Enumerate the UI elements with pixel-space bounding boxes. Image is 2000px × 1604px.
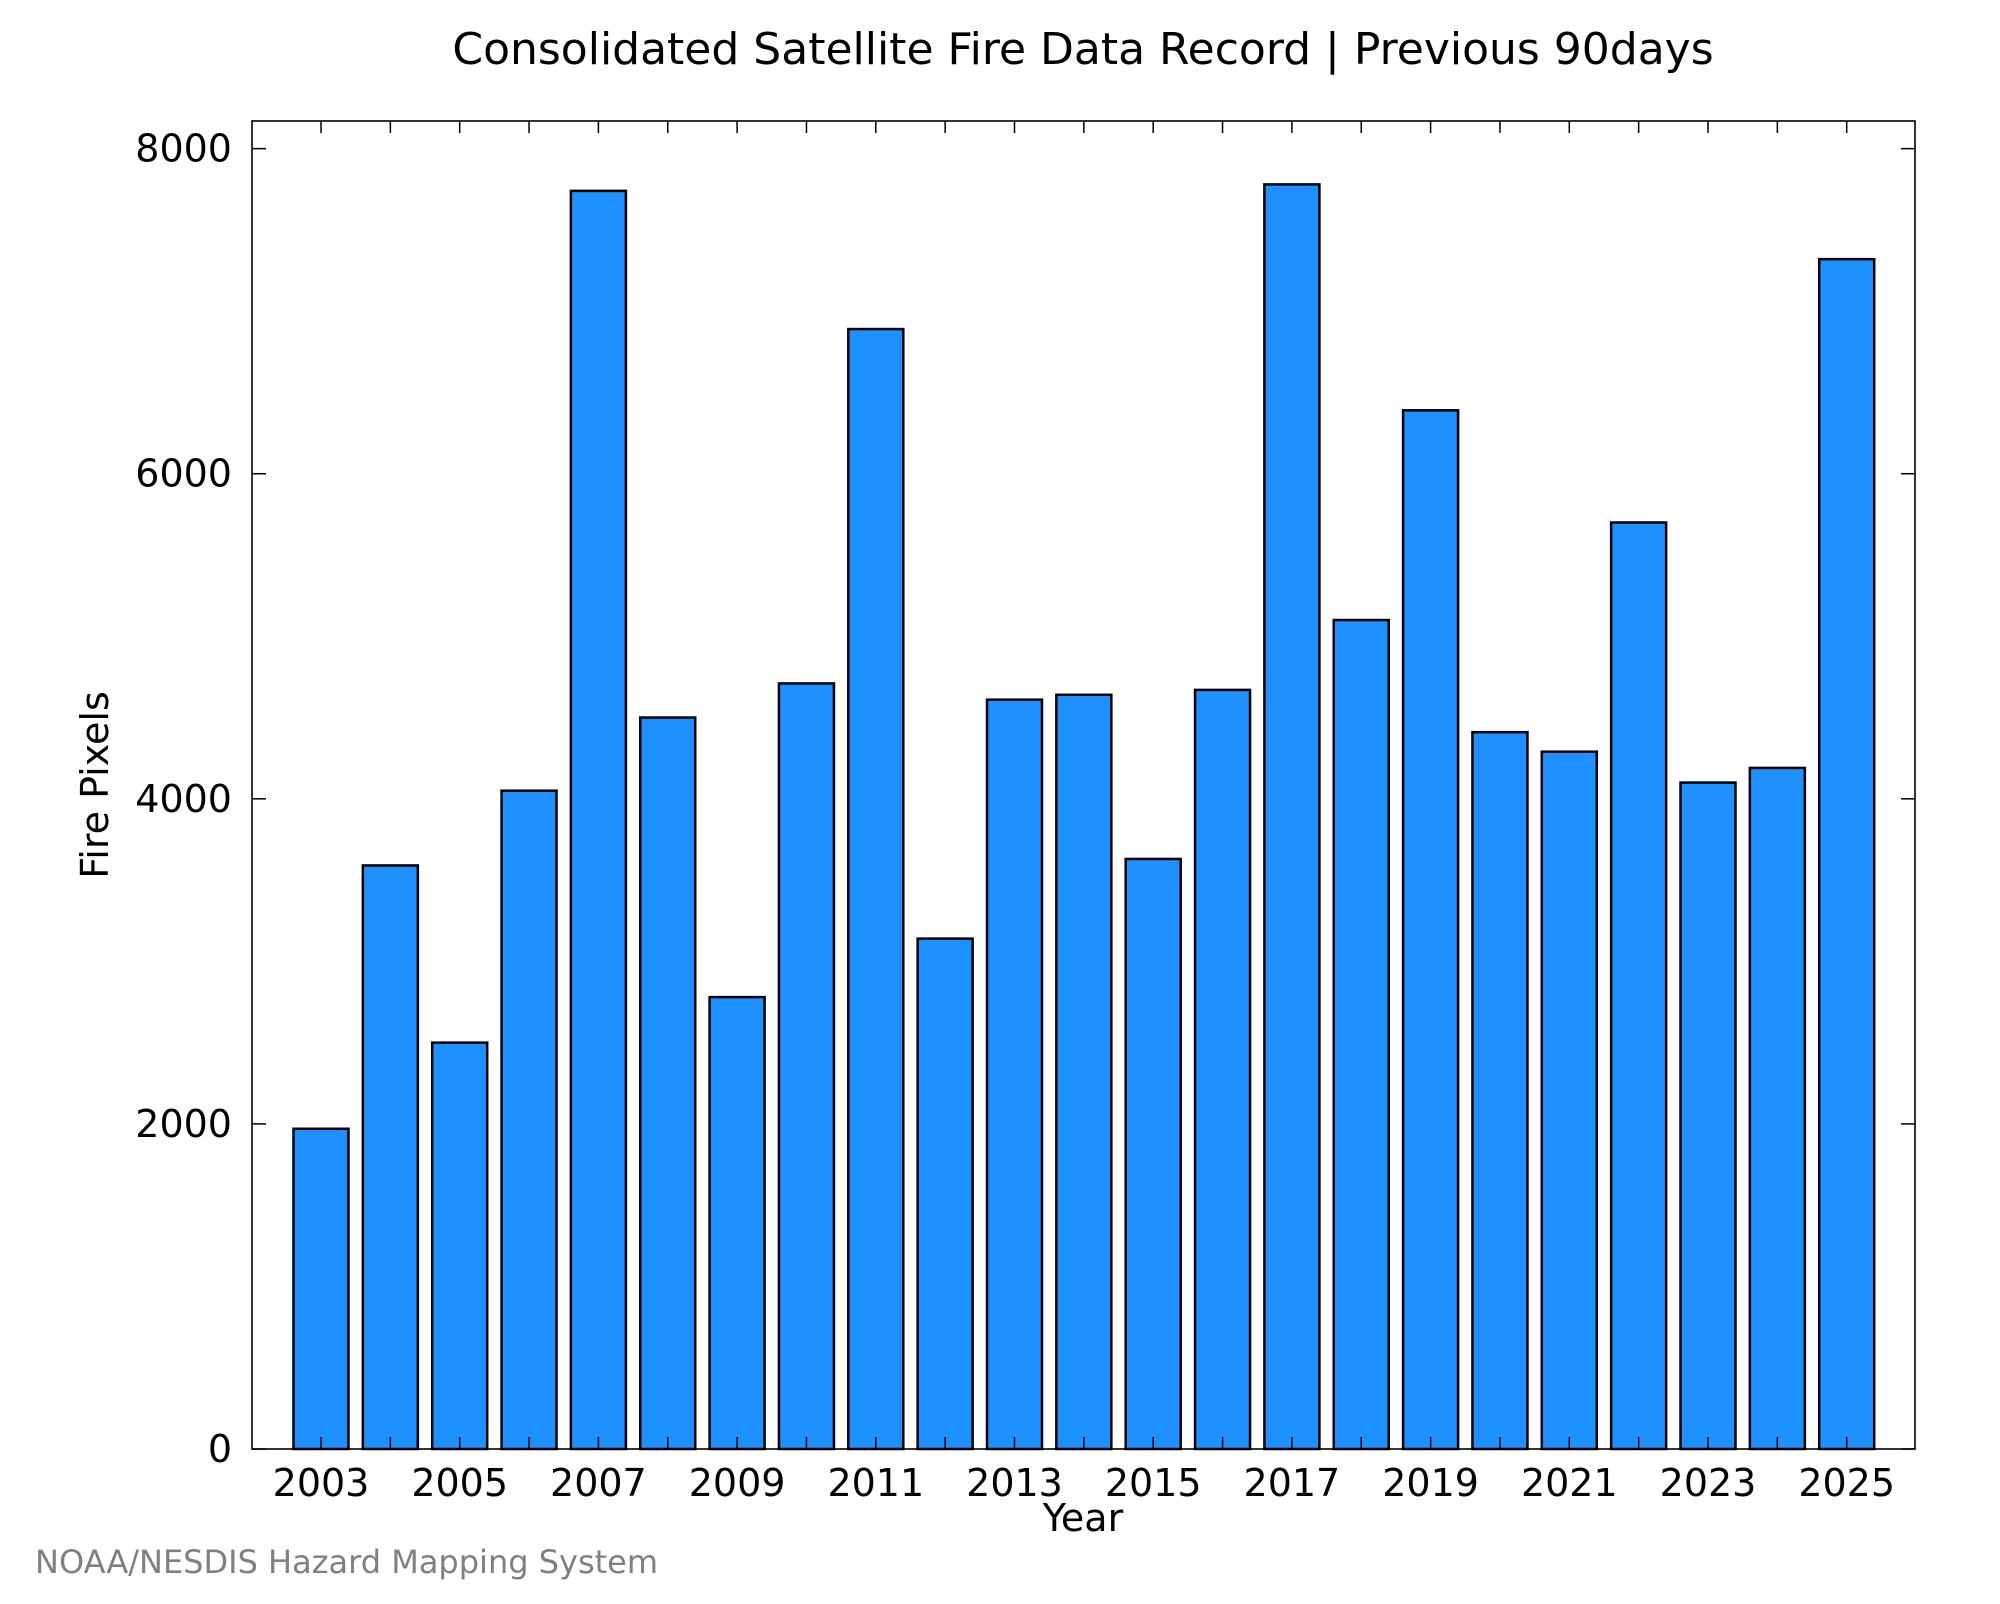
bar-2025 bbox=[1817, 257, 1876, 1451]
x-tick-label-2003: 2003 bbox=[273, 1461, 370, 1505]
x-tick-label-2011: 2011 bbox=[827, 1461, 924, 1505]
y-axis-label: Fire Pixels bbox=[73, 691, 117, 879]
x-tick-label-2021: 2021 bbox=[1521, 1461, 1618, 1505]
bar-2019 bbox=[1401, 409, 1460, 1451]
bar-2009 bbox=[708, 995, 766, 1451]
x-tick-label-2009: 2009 bbox=[689, 1461, 786, 1505]
bar-2008 bbox=[639, 716, 697, 1451]
bar-2003 bbox=[292, 1127, 350, 1451]
ticks-layer: 2003 2005 2007 2009 2011 2013 2015 2017 2019 2021… bbox=[135, 121, 1915, 1505]
x-tick-label-2015: 2015 bbox=[1105, 1461, 1202, 1505]
chart-title: Consolidated Satellite Fire Data Record … bbox=[452, 24, 1713, 75]
bar-2023 bbox=[1679, 781, 1737, 1451]
bar-2007 bbox=[569, 189, 628, 1451]
bar-2022 bbox=[1609, 521, 1668, 1451]
footer-credit: NOAA/NESDIS Hazard Mapping System bbox=[35, 1543, 658, 1581]
y-tick-label-4000: 4000 bbox=[135, 777, 232, 821]
bar-2016 bbox=[1193, 688, 1252, 1451]
y-tick-label-0: 0 bbox=[208, 1427, 232, 1471]
x-tick-label-2017: 2017 bbox=[1244, 1461, 1341, 1505]
x-tick-label-2025: 2025 bbox=[1798, 1461, 1895, 1505]
bar-2014 bbox=[1055, 693, 1113, 1451]
x-tick-label-2005: 2005 bbox=[411, 1461, 508, 1505]
bar-2018 bbox=[1332, 618, 1390, 1451]
bar-2024 bbox=[1748, 766, 1807, 1451]
bar-2020 bbox=[1471, 730, 1529, 1451]
bar-2010 bbox=[777, 682, 836, 1451]
x-tick-label-2013: 2013 bbox=[966, 1461, 1063, 1505]
bars-layer bbox=[292, 183, 1876, 1451]
x-axis-label: Year bbox=[1042, 1496, 1124, 1540]
bar-2006 bbox=[500, 789, 558, 1451]
x-tick-label-2023: 2023 bbox=[1660, 1461, 1757, 1505]
bar-2013 bbox=[985, 698, 1044, 1451]
y-tick-label-6000: 6000 bbox=[135, 452, 232, 496]
bar-2011 bbox=[847, 327, 905, 1451]
bar-2021 bbox=[1540, 750, 1599, 1451]
x-tick-label-2007: 2007 bbox=[550, 1461, 647, 1505]
bar-2012 bbox=[916, 937, 974, 1451]
bar-2015 bbox=[1124, 857, 1182, 1451]
bar-2004 bbox=[361, 864, 420, 1451]
bar-2017 bbox=[1263, 183, 1321, 1451]
bar-2005 bbox=[430, 1041, 489, 1451]
y-tick-label-2000: 2000 bbox=[135, 1102, 232, 1146]
y-tick-label-8000: 8000 bbox=[135, 127, 232, 171]
x-tick-label-2019: 2019 bbox=[1382, 1461, 1479, 1505]
